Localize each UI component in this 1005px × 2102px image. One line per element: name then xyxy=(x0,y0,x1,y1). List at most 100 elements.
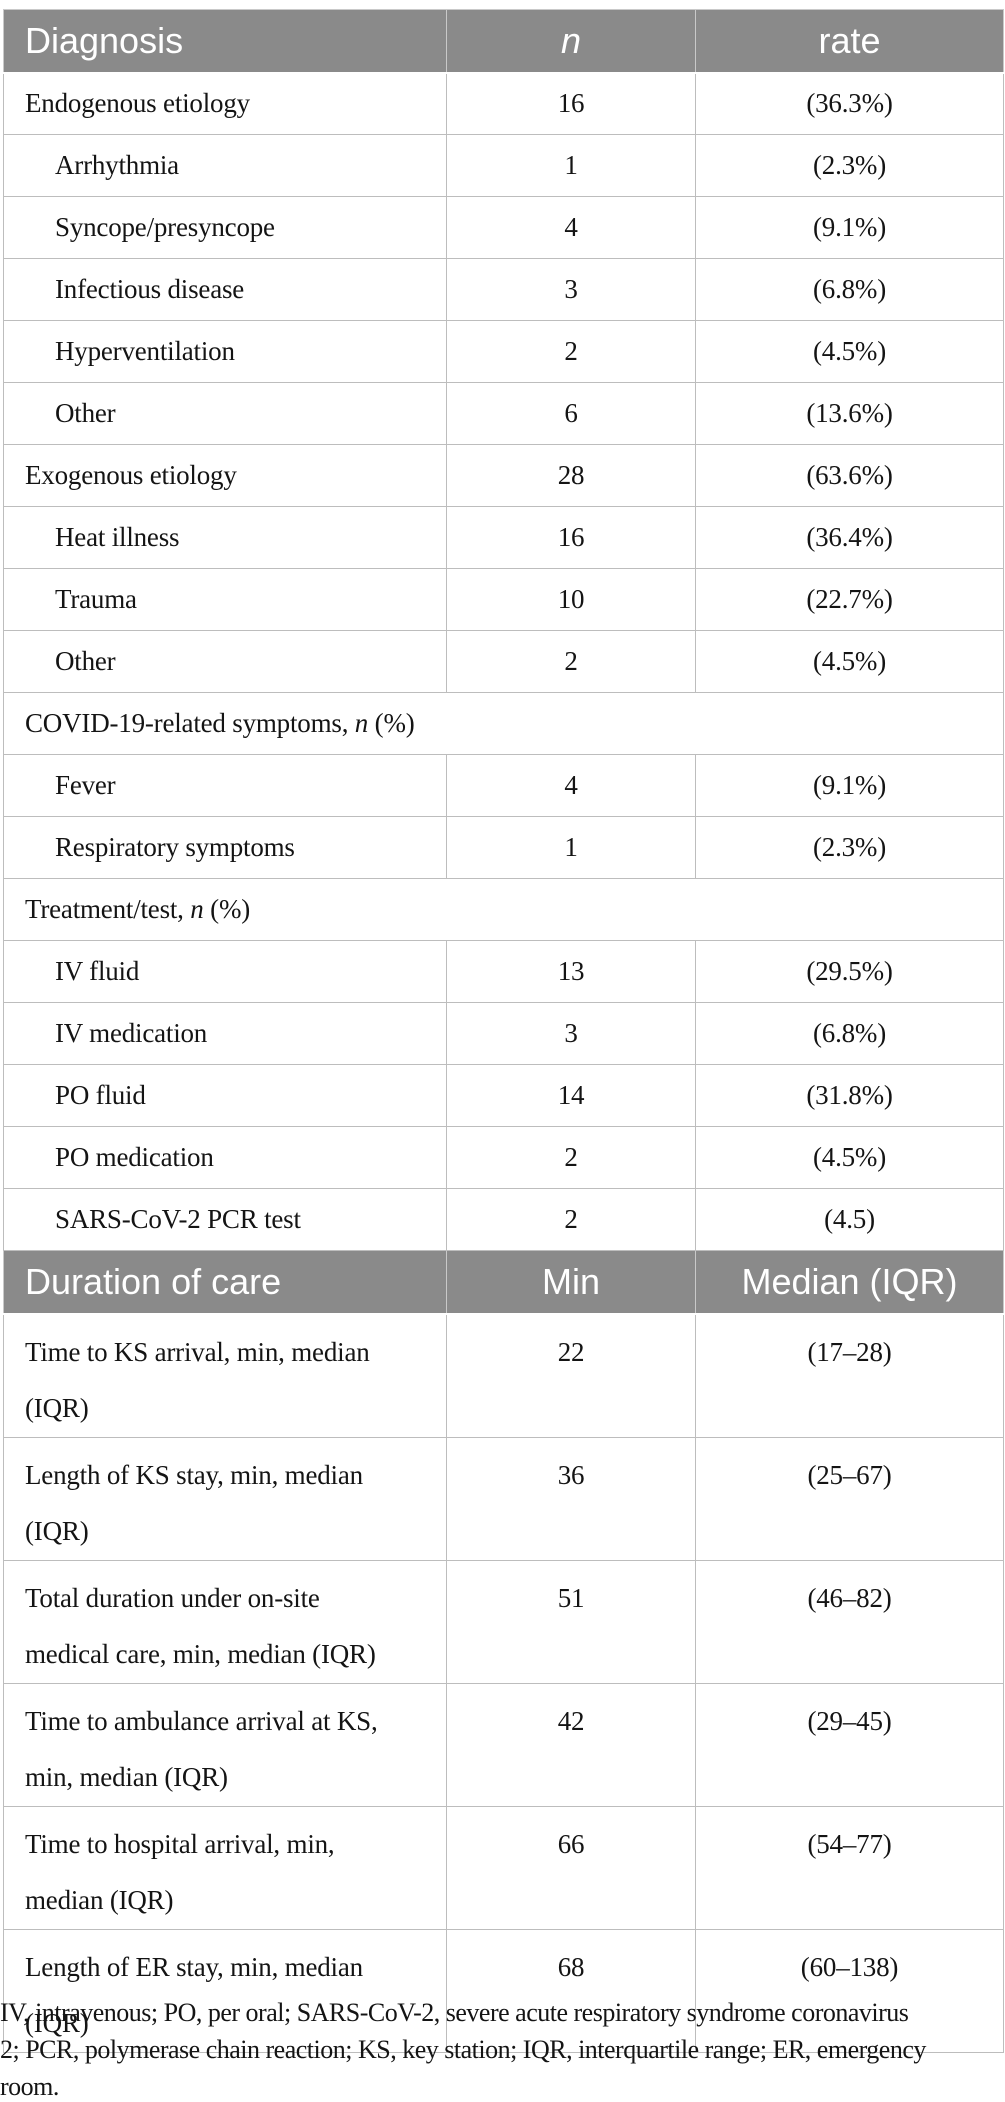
italic-n: n xyxy=(354,708,369,738)
table-row: Infectious disease 3 (6.8%) xyxy=(3,258,1004,321)
row-label: Respiratory symptoms xyxy=(3,816,447,879)
duration-tbody: Time to KS arrival, min, median (IQR) 22(… xyxy=(3,1313,1004,2053)
table-row: Syncope/presyncope 4 (9.1%) xyxy=(3,196,1004,259)
row-count: 4 xyxy=(446,754,696,817)
row-label: Other xyxy=(3,630,447,693)
table-row: IV medication 3 (6.8%) xyxy=(3,1002,1004,1065)
duration-row-median-iqr: (60–138) xyxy=(695,1928,1004,2053)
duration-row-median-iqr: (17–28) xyxy=(695,1313,1004,1438)
row-rate: (22.7%) xyxy=(695,568,1004,631)
row-label: Heat illness xyxy=(3,506,447,569)
rate-header: rate xyxy=(695,9,1004,74)
row-label: Arrhythmia xyxy=(3,134,447,197)
duration-row-min: 66 xyxy=(446,1805,696,1930)
row-rate: (13.6%) xyxy=(695,382,1004,445)
row-rate: (4.5%) xyxy=(695,320,1004,383)
duration-row-median-iqr: (25–67) xyxy=(695,1436,1004,1561)
row-label: Hyperventilation xyxy=(3,320,447,383)
row-count: 2 xyxy=(446,630,696,693)
row-rate: (6.8%) xyxy=(695,258,1004,321)
duration-header: Duration of care Min Median (IQR) xyxy=(3,1250,1004,1315)
row-count: 1 xyxy=(446,816,696,879)
row-count: 4 xyxy=(446,196,696,259)
duration-row-label: Time to ambulance arrival at KS, min, me… xyxy=(3,1682,447,1807)
duration-row-min: 42 xyxy=(446,1682,696,1807)
row-rate: (9.1%) xyxy=(695,196,1004,259)
row-rate: (2.3%) xyxy=(695,816,1004,879)
row-rate: (29.5%) xyxy=(695,940,1004,1003)
row-label: Exogenous etiology xyxy=(3,444,447,507)
row-rate: (2.3%) xyxy=(695,134,1004,197)
row-rate: (63.6%) xyxy=(695,444,1004,507)
section-label-suffix: (%) xyxy=(368,708,415,738)
row-count: 6 xyxy=(446,382,696,445)
row-label: PO fluid xyxy=(3,1064,447,1127)
table-row: Other 6 (13.6%) xyxy=(3,382,1004,445)
duration-row-label: Time to KS arrival, min, median (IQR) xyxy=(3,1313,447,1438)
median-iqr-header: Median (IQR) xyxy=(695,1250,1004,1315)
footnote-line: 2; PCR, polymerase chain reaction; KS, k… xyxy=(0,2035,926,2064)
row-rate: (36.4%) xyxy=(695,506,1004,569)
diagnosis-header-label: Diagnosis xyxy=(3,9,447,74)
table-row: Hyperventilation 2 (4.5%) xyxy=(3,320,1004,383)
row-count: 2 xyxy=(446,320,696,383)
row-rate: (4.5) xyxy=(695,1188,1004,1251)
table-row: Respiratory symptoms 1 (2.3%) xyxy=(3,816,1004,879)
row-count: 28 xyxy=(446,444,696,507)
section-label-prefix: COVID-19-related symptoms, xyxy=(25,708,355,738)
row-count: 3 xyxy=(446,258,696,321)
row-count: 2 xyxy=(446,1126,696,1189)
duration-row-label: Time to hospital arrival, min, median (I… xyxy=(3,1805,447,1930)
row-rate: (6.8%) xyxy=(695,1002,1004,1065)
table-row: Trauma 10 (22.7%) xyxy=(3,568,1004,631)
row-label: IV fluid xyxy=(3,940,447,1003)
clinical-characteristics-table: Diagnosis n rate Endogenous etiology 16 (3… xyxy=(3,9,1004,2053)
table-row: Heat illness 16 (36.4%) xyxy=(3,506,1004,569)
duration-row: Length of KS stay, min, median (IQR) 36 (2… xyxy=(3,1436,1004,1561)
row-label: Endogenous etiology xyxy=(3,72,447,135)
table-row: Arrhythmia 1 (2.3%) xyxy=(3,134,1004,197)
min-header: Min xyxy=(446,1250,696,1315)
table-row: PO fluid 14 (31.8%) xyxy=(3,1064,1004,1127)
row-count: 3 xyxy=(446,1002,696,1065)
duration-row: Total duration under on-site medical car… xyxy=(3,1559,1004,1684)
row-count: 1 xyxy=(446,134,696,197)
table-row: Endogenous etiology 16 (36.3%) xyxy=(3,72,1004,135)
duration-row-min: 36 xyxy=(446,1436,696,1561)
row-count: 13 xyxy=(446,940,696,1003)
row-count: 14 xyxy=(446,1064,696,1127)
table-row: SARS-CoV-2 PCR test 2 (4.5) xyxy=(3,1188,1004,1251)
row-label: Trauma xyxy=(3,568,447,631)
section-label-prefix: Treatment/test, xyxy=(25,894,191,924)
table-row: Other 2 (4.5%) xyxy=(3,630,1004,693)
duration-row-median-iqr: (54–77) xyxy=(695,1805,1004,1930)
footnote: IV, intravenous; PO, per oral; SARS-CoV-… xyxy=(0,1994,1005,2102)
table-row: PO medication 2 (4.5%) xyxy=(3,1126,1004,1189)
duration-row: Time to hospital arrival, min, median (I… xyxy=(3,1805,1004,1930)
duration-row: Length of ER stay, min, median (IQR) 68 (6… xyxy=(3,1928,1004,2053)
table-row: Exogenous etiology 28 (63.6%) xyxy=(3,444,1004,507)
row-rate: (9.1%) xyxy=(695,754,1004,817)
section-label: Treatment/test, n (%) xyxy=(3,878,1004,941)
duration-row-median-iqr: (29–45) xyxy=(695,1682,1004,1807)
row-rate: (31.8%) xyxy=(695,1064,1004,1127)
diagnosis-header-row: Diagnosis n rate xyxy=(3,9,1004,74)
row-label: Fever xyxy=(3,754,447,817)
row-count: 16 xyxy=(446,72,696,135)
footnote-line: IV, intravenous; PO, per oral; SARS-CoV-… xyxy=(0,1998,909,2027)
row-label: Other xyxy=(3,382,447,445)
row-label: Infectious disease xyxy=(3,258,447,321)
row-rate: (4.5%) xyxy=(695,630,1004,693)
row-count: 2 xyxy=(446,1188,696,1251)
row-count: 16 xyxy=(446,506,696,569)
table-row: IV fluid 13 (29.5%) xyxy=(3,940,1004,1003)
section-row: Treatment/test, n (%) xyxy=(3,878,1004,941)
duration-row-label: Length of KS stay, min, median (IQR) xyxy=(3,1436,447,1561)
duration-row-median-iqr: (46–82) xyxy=(695,1559,1004,1684)
row-rate: (36.3%) xyxy=(695,72,1004,135)
duration-row-min: 22 xyxy=(446,1313,696,1438)
row-label: Syncope/presyncope xyxy=(3,196,447,259)
duration-row-label: Length of ER stay, min, median (IQR) xyxy=(3,1928,447,2053)
duration-row-min: 51 xyxy=(446,1559,696,1684)
